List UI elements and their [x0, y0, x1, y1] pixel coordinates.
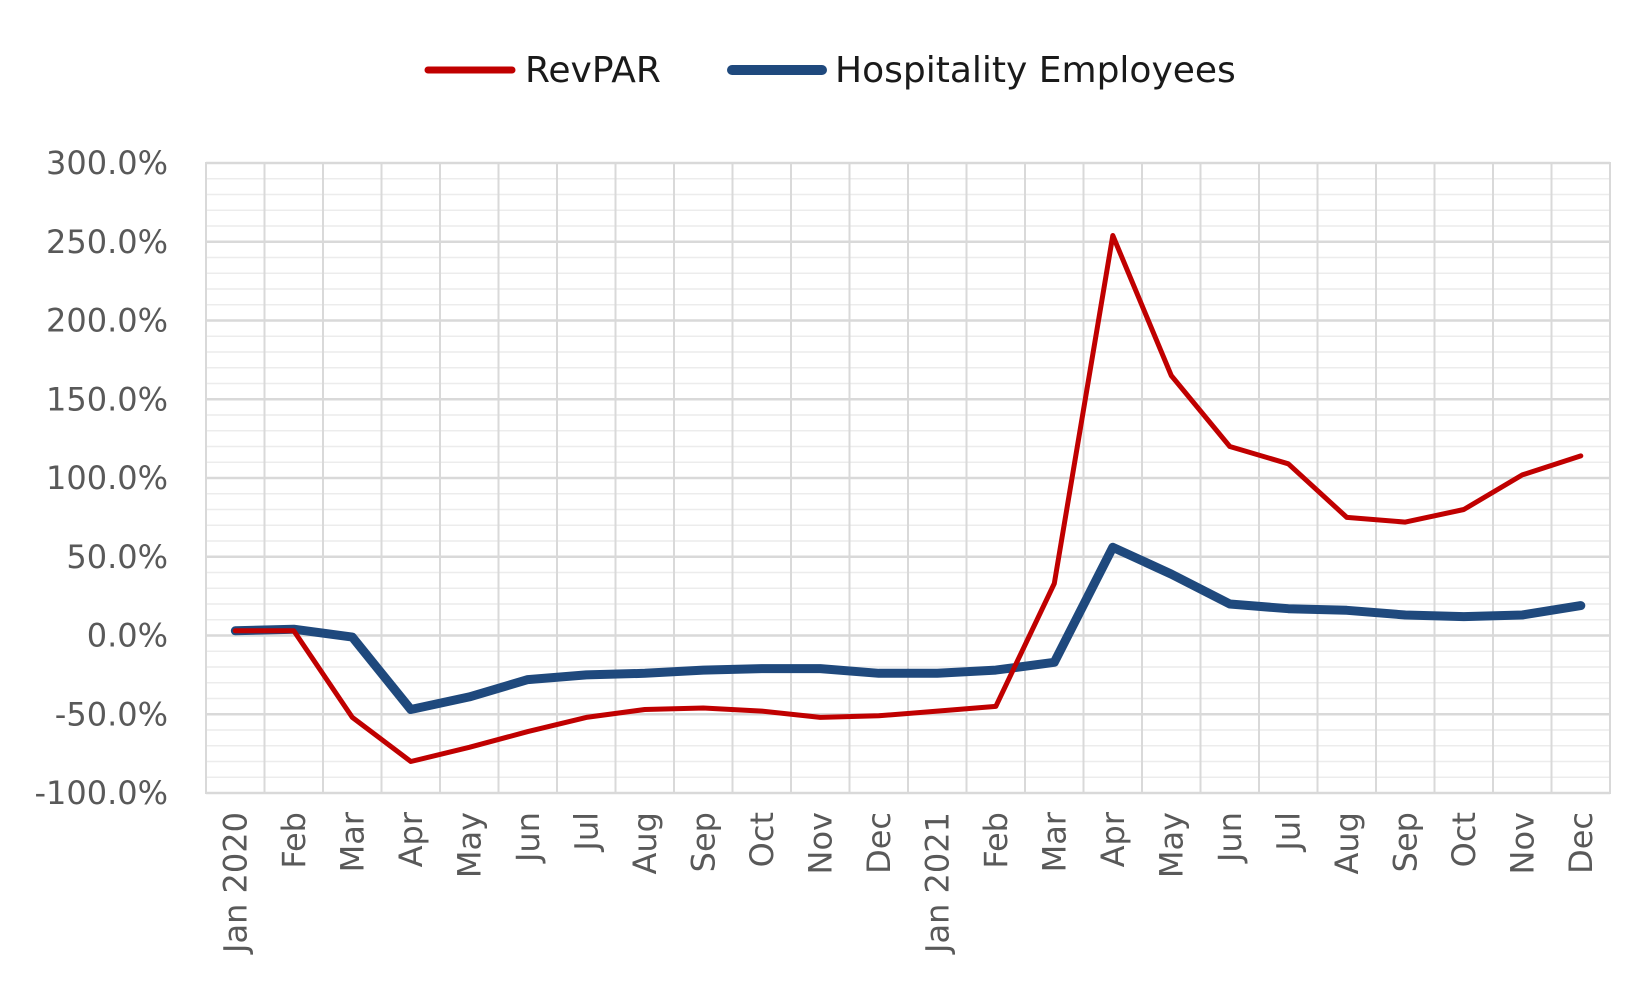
x-tick-label: Nov — [801, 812, 839, 874]
y-tick-label: 50.0% — [66, 538, 168, 576]
x-tick-label: Apr — [1094, 811, 1132, 867]
legend-label-revpar: RevPAR — [525, 50, 661, 91]
x-tick-label: Mar — [333, 811, 371, 872]
x-tick-label: Aug — [1328, 812, 1366, 874]
y-tick-label: 150.0% — [46, 380, 168, 418]
y-tick-label: -50.0% — [55, 695, 168, 733]
x-tick-label: Jul — [567, 812, 605, 853]
x-tick-label: Mar — [1035, 811, 1073, 872]
x-tick-label: Oct — [1445, 812, 1483, 867]
x-tick-label: Sep — [684, 812, 722, 872]
x-tick-label: May — [450, 812, 488, 878]
x-tick-label: Oct — [743, 812, 781, 867]
x-tick-label: Nov — [1503, 812, 1541, 874]
y-tick-label: 0.0% — [87, 617, 168, 655]
x-tick-label: Dec — [1562, 812, 1600, 874]
x-tick-label: Apr — [392, 811, 430, 867]
x-tick-label: Jul — [1269, 812, 1307, 853]
x-tick-label: Sep — [1386, 812, 1424, 872]
legend: RevPAR Hospitality Employees — [424, 50, 1236, 91]
plot-area-border — [205, 162, 1611, 794]
y-tick-label: 200.0% — [46, 302, 168, 340]
x-tick-label: Jun — [509, 812, 547, 864]
y-tick-label: 100.0% — [46, 459, 168, 497]
series-line-revpar — [232, 233, 1584, 764]
x-tick-label: May — [1152, 812, 1190, 878]
y-tick-label: 300.0% — [46, 144, 168, 182]
x-tick-label: Feb — [275, 812, 313, 869]
x-tick-label: Dec — [860, 812, 898, 874]
y-axis-tick-labels: -100.0% -50.0% 0.0% 50.0% 100.0% 150.0% 200.0%… — [34, 144, 168, 812]
x-tick-label: Jan 2020 — [216, 812, 254, 955]
y-tick-label: 250.0% — [46, 223, 168, 261]
y-tick-label: -100.0% — [34, 774, 168, 812]
x-axis-tick-labels: Jan 2020 Feb Mar Apr May Jun Jul Aug Sep Oct Nov De… — [216, 811, 1600, 955]
legend-label-hospitality-employees: Hospitality Employees — [835, 50, 1236, 91]
x-tick-label: Aug — [626, 812, 664, 874]
x-tick-label: Feb — [977, 812, 1015, 869]
x-tick-label: Jan 2021 — [918, 812, 956, 955]
series-line-hospitality-employees — [230, 542, 1586, 714]
series-lines — [230, 233, 1586, 764]
vertical-gridlines — [263, 163, 1553, 793]
x-tick-label: Jun — [1211, 812, 1249, 864]
